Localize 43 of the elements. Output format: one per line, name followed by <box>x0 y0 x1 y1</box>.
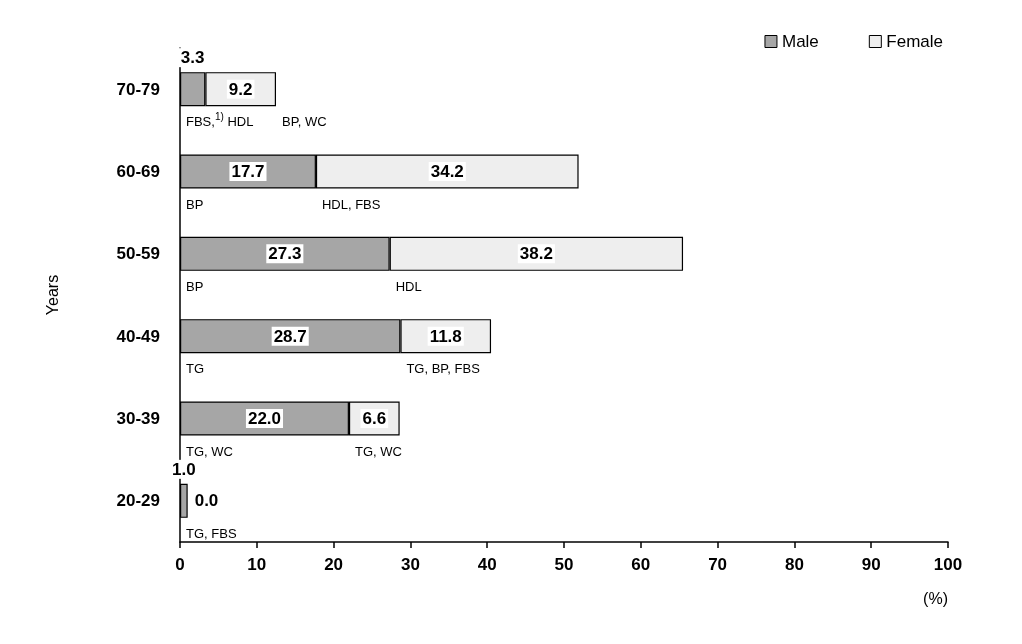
data-label: 17.7 <box>231 162 265 181</box>
x-tick-label: 20 <box>324 555 344 574</box>
annotation: TG, WC <box>186 443 233 459</box>
x-tick-label: 50 <box>554 555 574 574</box>
data-label: 38.2 <box>519 244 553 264</box>
data-label: 1.0 <box>172 459 196 479</box>
annotation: TG, BP, FBS <box>406 361 481 377</box>
x-tick-label: 30 <box>400 555 420 574</box>
annotation: HDL, FBS <box>321 196 381 212</box>
data-label: 27.3 <box>268 244 302 264</box>
y-tick-label: 30-39 <box>116 409 160 428</box>
x-axis-title: (%) <box>923 589 948 607</box>
x-tick-label: 90 <box>861 555 881 574</box>
annotation: BP, WC <box>282 114 327 130</box>
annotation: BP <box>186 278 204 294</box>
x-tick-label: 40 <box>477 555 497 574</box>
data-label: 3.3 <box>180 48 205 68</box>
annotation: TG <box>186 361 205 377</box>
data-label: 6.6 <box>362 409 387 428</box>
x-tick-label: 10 <box>247 555 267 574</box>
annotation: TG, WC <box>354 443 402 459</box>
data-label: 11.8 <box>429 326 462 346</box>
x-tick-label: 80 <box>784 555 804 574</box>
legend-label: Male <box>781 32 819 51</box>
data-label: 0.0 <box>194 491 219 511</box>
y-tick-label: 50-59 <box>116 244 160 264</box>
data-label: 22.0 <box>247 409 282 428</box>
y-tick-label: 40-49 <box>116 326 160 346</box>
annotation: BP <box>186 196 204 212</box>
y-tick-label: 60-69 <box>116 162 160 181</box>
data-label: 9.2 <box>228 79 253 99</box>
annotation: TG, FBS <box>186 525 237 541</box>
x-tick-label: 100 <box>933 555 963 574</box>
x-tick-label: 0 <box>175 555 185 574</box>
y-tick-label: 20-29 <box>116 491 160 511</box>
data-label: 34.2 <box>430 162 464 181</box>
x-tick-label: 70 <box>708 555 728 574</box>
legend-label: Female <box>886 32 943 51</box>
y-tick-label: 70-79 <box>116 79 160 99</box>
y-axis-title: Years <box>43 274 61 316</box>
annotation: HDL <box>395 278 422 294</box>
data-label: 28.7 <box>273 326 307 346</box>
x-tick-label: 60 <box>631 555 651 574</box>
